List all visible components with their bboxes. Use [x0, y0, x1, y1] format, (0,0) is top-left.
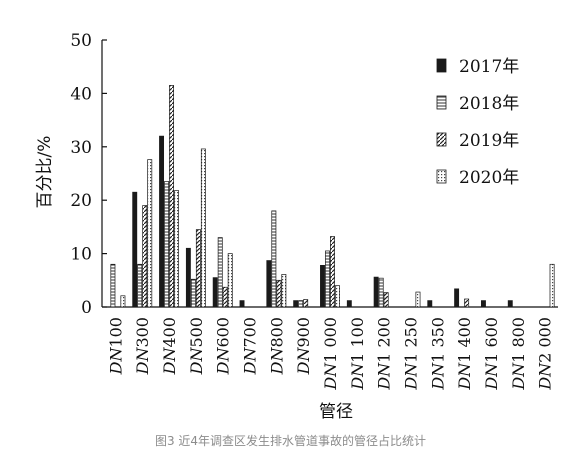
- bar: [271, 210, 277, 308]
- x-tick-label: DN900: [294, 317, 313, 375]
- figure-caption: 图3 近4年调查区发生排水管道事故的管径占比统计: [154, 434, 427, 448]
- bar: [346, 300, 352, 308]
- bar: [169, 85, 175, 308]
- bar: [415, 291, 421, 308]
- bar: [293, 300, 299, 308]
- bar: [120, 295, 126, 308]
- bar: [276, 279, 282, 308]
- bar: [507, 300, 513, 308]
- bar: [137, 263, 143, 308]
- x-tick-label: DN1 200: [375, 317, 394, 391]
- x-tick-label: DN1 400: [455, 317, 474, 391]
- x-tick-label: DN1 250: [401, 317, 420, 391]
- bar: [298, 300, 304, 308]
- legend-label: 2019年: [459, 131, 519, 151]
- axes: 0 10 20 30 40 50: [70, 31, 558, 318]
- bar: [330, 236, 335, 308]
- bar: [320, 264, 325, 308]
- bar: [427, 300, 433, 308]
- bar: [373, 276, 379, 308]
- legend-label: 2017年: [459, 57, 519, 77]
- bar: [227, 253, 233, 308]
- x-tick-label: DN1 600: [482, 317, 501, 391]
- x-tick-labels: DN100 DN300 DN400 DN500 DN600 DN700 DN800 DN900…: [106, 317, 554, 391]
- x-tick-label: DN700: [241, 317, 260, 375]
- y-tick-label: 40: [70, 84, 92, 104]
- bar: [142, 205, 148, 308]
- bar: [132, 191, 138, 308]
- x-tick-label: DN2 000: [536, 317, 555, 391]
- x-tick-label: DN1 800: [509, 317, 528, 391]
- bar: [212, 277, 218, 308]
- legend-swatch: [436, 132, 447, 147]
- bar: [110, 263, 116, 308]
- bar: [147, 159, 153, 308]
- bar: [325, 250, 330, 308]
- bar: [195, 229, 201, 308]
- y-tick-label: 20: [70, 191, 92, 211]
- x-axis-label: 管径: [319, 402, 353, 422]
- bar: [383, 292, 389, 308]
- y-tick-label: 30: [70, 138, 92, 158]
- bar: [303, 299, 309, 308]
- legend-swatch: [436, 95, 447, 110]
- bar: [239, 300, 245, 308]
- x-tick-label: DN400: [160, 317, 179, 375]
- bar: [174, 190, 180, 308]
- bar: [266, 260, 272, 308]
- legend-swatch: [436, 169, 447, 184]
- bar: [190, 278, 196, 308]
- y-tick-label: 50: [70, 31, 92, 51]
- x-tick-label: DN1 000: [321, 317, 340, 391]
- bar: [335, 285, 340, 308]
- bar: [159, 135, 165, 308]
- bar-chart: 0 10 20 30 40 50 DN100 DN300 DN400 DN500 DN600 DN7…: [35, 31, 558, 422]
- x-tick-label: DN100: [106, 317, 125, 375]
- bars: [110, 85, 555, 308]
- x-tick-label: DN600: [214, 317, 233, 375]
- x-tick-label: DN1 350: [428, 317, 447, 391]
- bar: [378, 277, 384, 308]
- bar: [480, 300, 486, 308]
- legend-label: 2018年: [459, 94, 519, 114]
- bar: [549, 263, 555, 308]
- y-tick-label: 10: [70, 245, 92, 265]
- bar: [164, 181, 170, 308]
- bar: [200, 148, 206, 308]
- y-tick-label: 0: [81, 298, 92, 318]
- bar: [217, 237, 223, 308]
- x-tick-label: DN1 100: [348, 317, 367, 391]
- x-tick-label: DN800: [267, 317, 286, 375]
- x-tick-label: DN500: [187, 317, 206, 375]
- bar: [281, 274, 287, 308]
- bar: [464, 298, 470, 308]
- legend-label: 2020年: [459, 168, 519, 188]
- bar: [454, 288, 460, 308]
- legend: 2017年 2018年 2019年 2020年: [436, 57, 519, 188]
- y-axis-label: 百分比/%: [35, 136, 55, 209]
- bar: [222, 286, 228, 308]
- bar: [185, 247, 191, 308]
- legend-swatch: [436, 58, 447, 73]
- x-tick-label: DN300: [133, 317, 152, 375]
